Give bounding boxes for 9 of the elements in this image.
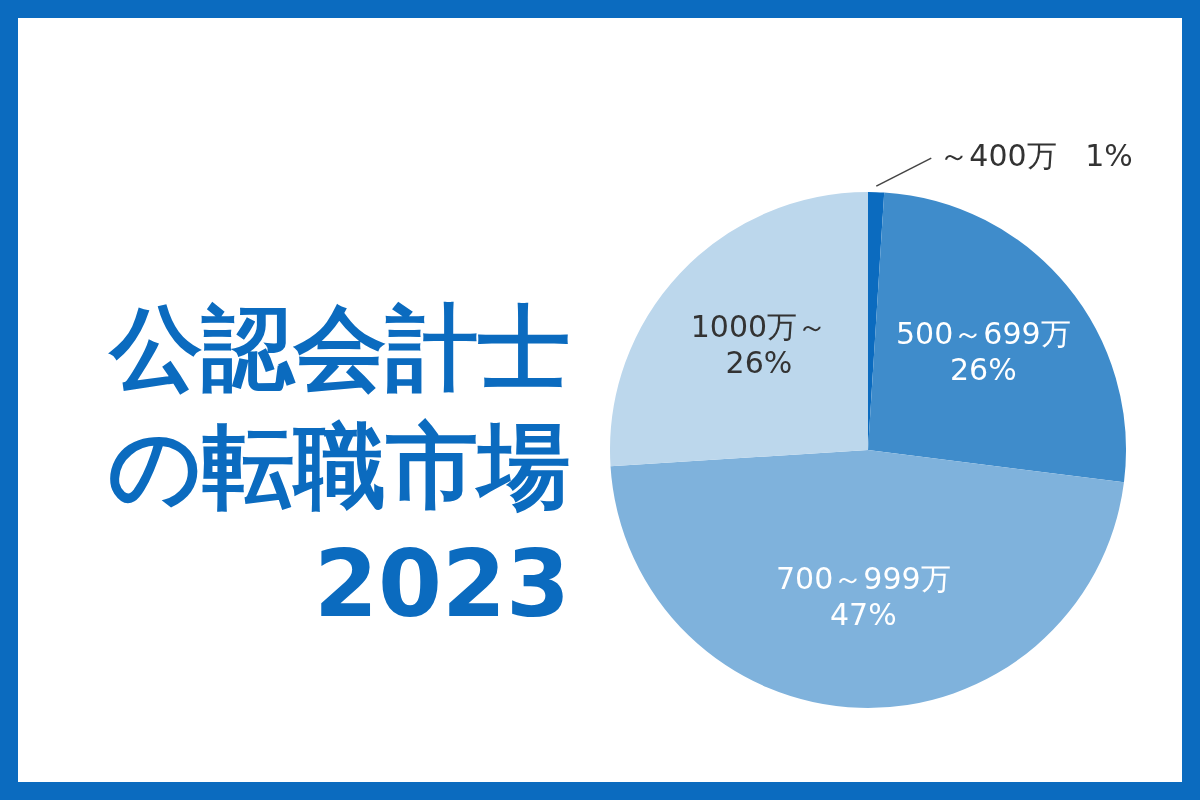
slice-label: 500～699万 xyxy=(896,316,1071,352)
text: 公認会計士の転職市場 xyxy=(107,294,570,522)
text: 2023 xyxy=(312,530,570,640)
slice-label: 700～999万 xyxy=(776,561,951,597)
data-label: 26% xyxy=(949,352,1017,388)
data-label: 47% xyxy=(829,597,897,633)
data-label: 26% xyxy=(725,345,793,381)
slice-label: 1000万～ xyxy=(690,309,828,345)
slice-label: ～400万 1% xyxy=(939,137,1133,173)
